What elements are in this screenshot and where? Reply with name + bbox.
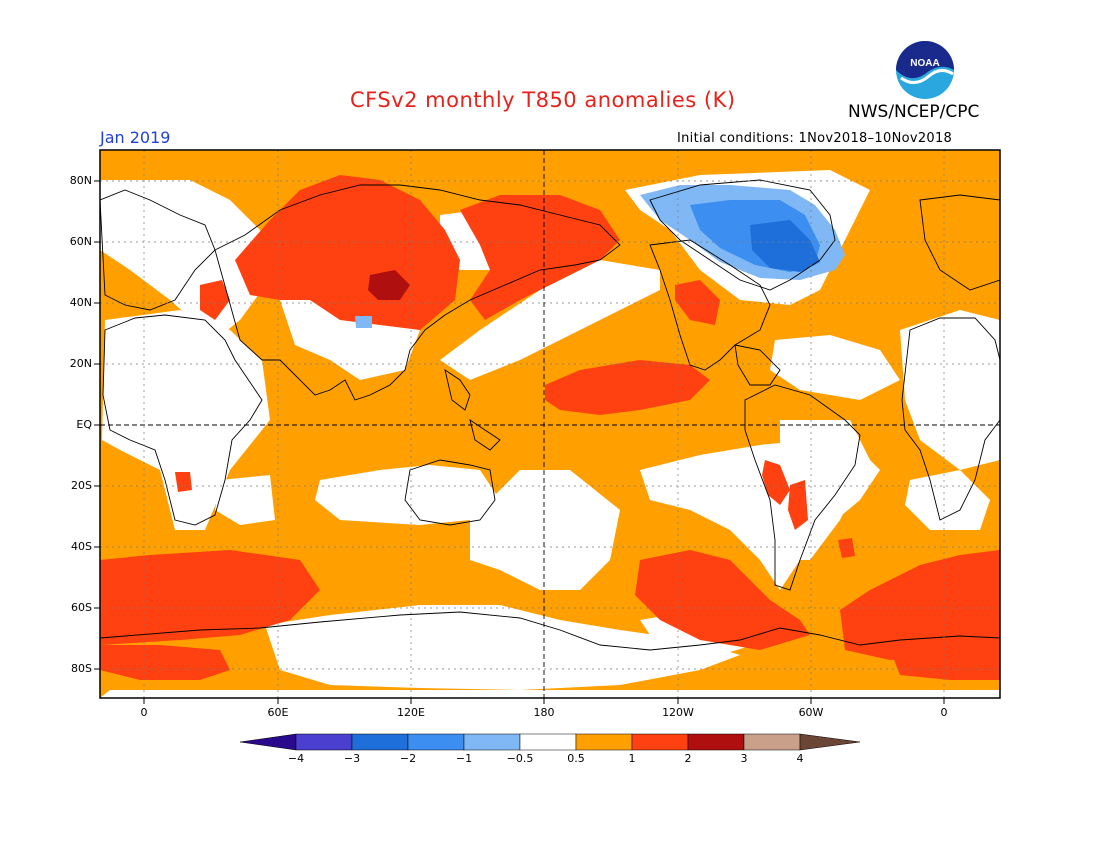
lat-label: 80N (69, 174, 92, 187)
lon-label: 120E (397, 706, 425, 719)
anomaly-field (100, 150, 1000, 698)
colorbar-label: 2 (684, 752, 692, 765)
colorbar-label: −4 (287, 752, 305, 765)
lat-label: 60S (71, 601, 92, 614)
lat-label: 80S (71, 662, 92, 675)
lat-label: 40S (71, 540, 92, 553)
colorbar-label: 4 (796, 752, 804, 765)
colorbar-label: −1 (455, 752, 473, 765)
colorbar-label: 1 (628, 752, 636, 765)
warm-anomaly-regions (100, 175, 1000, 680)
noaa-logo-text: NOAA (910, 58, 939, 69)
lat-label: 60N (69, 235, 92, 248)
colorbar-label: −0.5 (506, 752, 534, 765)
axis-ticks (94, 180, 945, 704)
lat-label: 40N (69, 296, 92, 309)
noaa-logo: NOAA (896, 41, 954, 99)
colorbar-label: −3 (343, 752, 361, 765)
map-title: CFSv2 monthly T850 anomalies (K) (350, 88, 736, 112)
colorbar-label: 3 (740, 752, 748, 765)
forecast-month: Jan 2019 (100, 128, 171, 147)
lon-label: 0 (140, 706, 148, 719)
lat-label: 20N (69, 357, 92, 370)
colorbar-label: 0.5 (567, 752, 585, 765)
colorbar-label: −2 (399, 752, 417, 765)
lon-label: 120W (662, 706, 694, 719)
lon-label: 0 (940, 706, 948, 719)
map-frame (99, 149, 1001, 699)
colorbar (239, 733, 861, 751)
graticule (100, 150, 1000, 698)
agency-label: NWS/NCEP/CPC (848, 102, 980, 122)
lat-label: 20S (71, 479, 92, 492)
cold-anomaly-region (355, 185, 845, 328)
lon-label: 60W (798, 706, 824, 719)
initial-conditions: Initial conditions: 1Nov2018–10Nov2018 (677, 131, 953, 146)
lon-label: 60E (267, 706, 289, 719)
equator-and-dateline (100, 150, 1000, 698)
strong-warm-anomaly (368, 270, 410, 300)
lat-label: EQ (76, 418, 92, 431)
coastlines (100, 179, 1000, 651)
lon-label: 180 (533, 706, 555, 719)
